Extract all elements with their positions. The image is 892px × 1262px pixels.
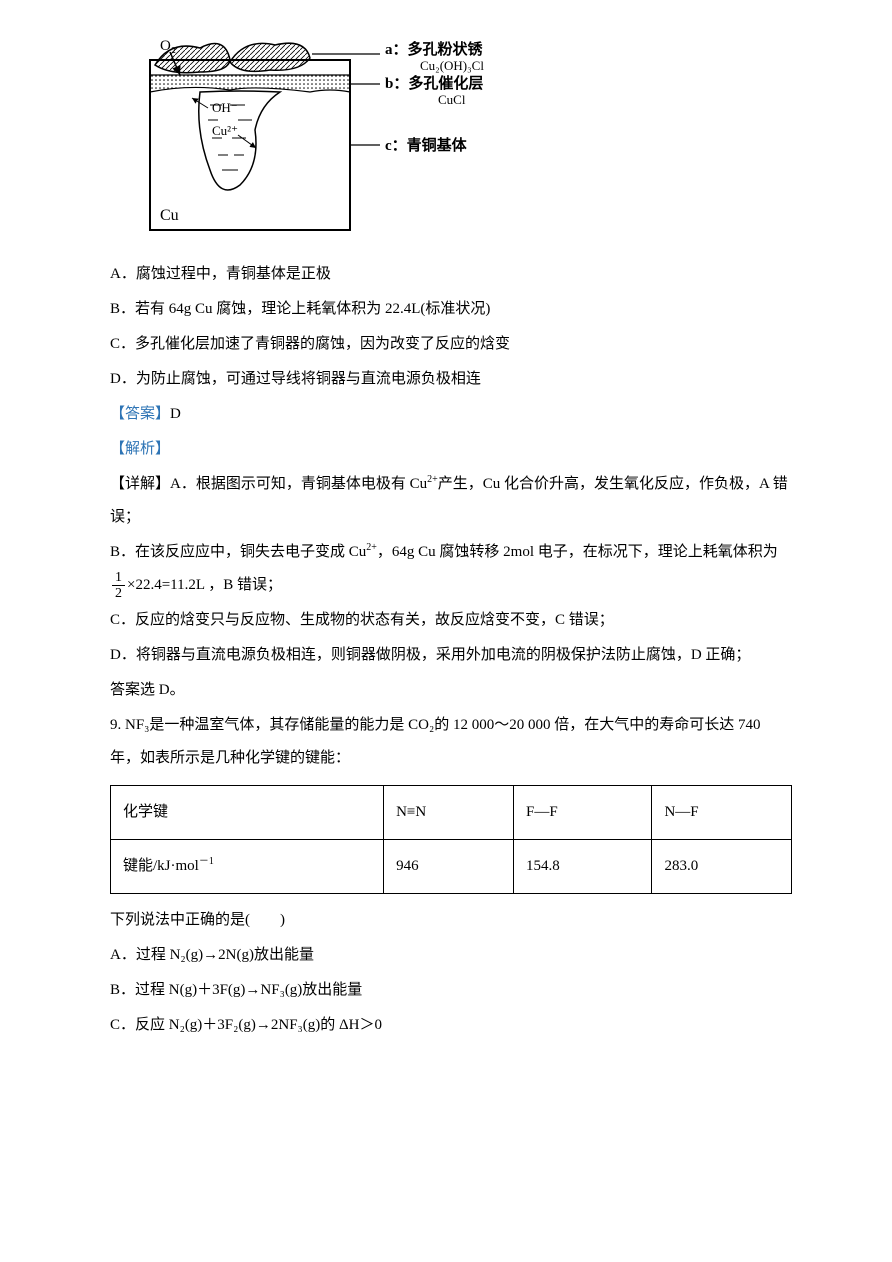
- diagram-svg: O₂ OH⁻ C: [130, 30, 510, 240]
- svg-text:OH⁻: OH⁻: [212, 100, 238, 115]
- q8-analysis-label: 【解析】: [110, 433, 792, 466]
- svg-text:a：多孔粉状锈: a：多孔粉状锈: [385, 40, 483, 58]
- detail-prefix: 【详解】: [110, 476, 170, 492]
- q8-option-c: C．多孔催化层加速了青铜器的腐蚀，因为改变了反应的焓变: [110, 328, 792, 361]
- cell-r1c2: N≡N: [384, 786, 514, 840]
- q8-option-a: A．腐蚀过程中，青铜基体是正极: [110, 258, 792, 291]
- answer-label: 【答案】: [110, 406, 170, 422]
- detail-a-text1: A．根据图示可知，青铜基体电极有 Cu: [170, 476, 427, 492]
- q8-detail-a: 【详解】A．根据图示可知，青铜基体电极有 Cu2+产生，Cu 化合价升高，发生氧…: [110, 468, 792, 534]
- q9-stem2: 下列说法中正确的是( ): [110, 904, 792, 937]
- svg-text:Cu²⁺: Cu²⁺: [212, 123, 238, 138]
- q8-detail-d: D．将铜器与直流电源负极相连，则铜器做阴极，采用外加电流的阴极保护法防止腐蚀，D…: [110, 639, 792, 672]
- q8-answer: 【答案】D: [110, 398, 792, 431]
- q9-stem1: 9. NF₃是一种温室气体，其存储能量的能力是 CO₂的 12 000～20 0…: [110, 709, 792, 775]
- cell-r1c1: 化学键: [111, 786, 384, 840]
- sup-2plus-b: 2+: [366, 542, 377, 553]
- detail-b-text3: ×22.4=11.2L ，B 错误；: [127, 577, 282, 593]
- detail-b-text2: ，64g Cu 腐蚀转移 2mol 电子，在标况下，理论上耗氧体积为: [377, 544, 778, 560]
- svg-text:CuCl: CuCl: [438, 92, 466, 107]
- bond-energy-table: 化学键 N≡N F—F N—F 键能/kJ·mol－1 946 154.8 28…: [110, 785, 792, 894]
- sup-2plus: 2+: [427, 474, 438, 485]
- cell-r2c2: 946: [384, 840, 514, 894]
- r2-label: 键能/kJ·mol: [123, 858, 199, 874]
- svg-text:b：多孔催化层: b：多孔催化层: [385, 74, 483, 92]
- cell-r2c3: 154.8: [514, 840, 652, 894]
- cell-r1c3: F—F: [514, 786, 652, 840]
- fraction-half: 12: [110, 570, 127, 602]
- q8-detail-c: C．反应的焓变只与反应物、生成物的状态有关，故反应焓变不变，C 错误；: [110, 604, 792, 637]
- cell-r2c1: 键能/kJ·mol－1: [111, 840, 384, 894]
- q9-option-a: A．过程 N₂(g)→2N(g)放出能量: [110, 939, 792, 972]
- svg-text:Cu: Cu: [160, 207, 179, 224]
- detail-b-text1: B．在该反应应中，铜失去电子变成 Cu: [110, 544, 366, 560]
- table-row: 键能/kJ·mol－1 946 154.8 283.0: [111, 840, 792, 894]
- q8-option-b: B．若有 64g Cu 腐蚀，理论上耗氧体积为 22.4L(标准状况): [110, 293, 792, 326]
- cell-r2c4: 283.0: [652, 840, 792, 894]
- r2-unit: －1: [199, 856, 214, 867]
- corrosion-diagram: O₂ OH⁻ C: [130, 30, 792, 240]
- svg-text:Cu₂(OH)₃Cl: Cu₂(OH)₃Cl: [420, 58, 484, 73]
- svg-text:c：青铜基体: c：青铜基体: [385, 136, 468, 154]
- q9-option-b: B．过程 N(g)＋3F(g)→NF₃(g)放出能量: [110, 974, 792, 1007]
- table-row: 化学键 N≡N F—F N—F: [111, 786, 792, 840]
- answer-value: D: [170, 406, 181, 422]
- q8-summary: 答案选 D。: [110, 674, 792, 707]
- q9-option-c: C．反应 N₂(g)＋3F₂(g)→2NF₃(g)的 ΔH＞0: [110, 1009, 792, 1042]
- cell-r1c4: N—F: [652, 786, 792, 840]
- q8-option-d: D．为防止腐蚀，可通过导线将铜器与直流电源负极相连: [110, 363, 792, 396]
- q8-detail-b: B．在该反应应中，铜失去电子变成 Cu2+，64g Cu 腐蚀转移 2mol 电…: [110, 536, 792, 602]
